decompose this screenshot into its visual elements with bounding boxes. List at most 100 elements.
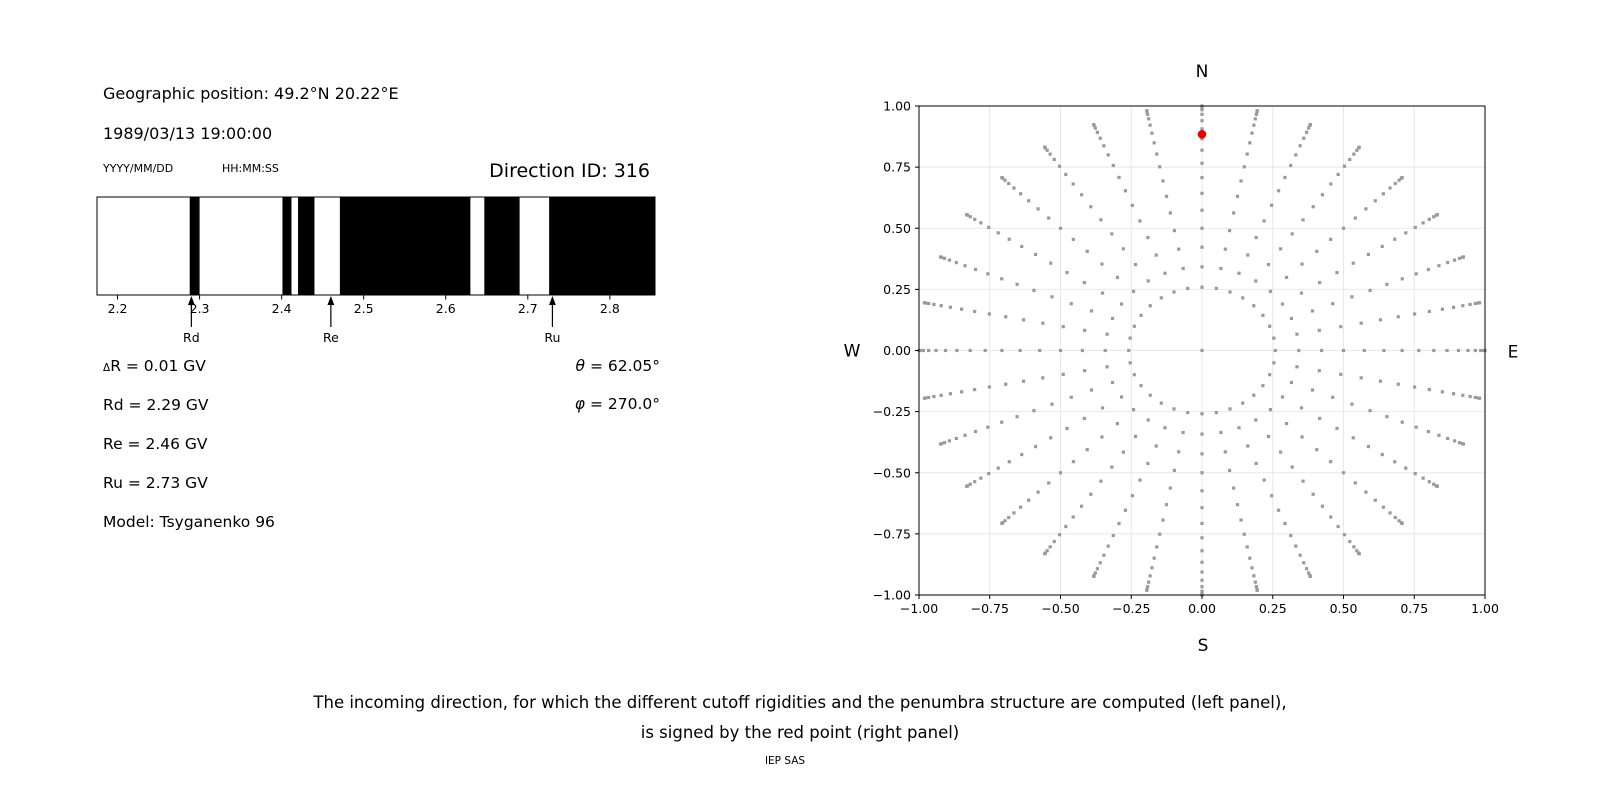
direction-point	[939, 393, 943, 397]
direction-point	[1364, 490, 1368, 494]
direction-point	[1021, 318, 1026, 322]
direction-point	[1089, 492, 1093, 496]
direction-point	[1110, 316, 1115, 321]
direction-point	[1276, 189, 1281, 193]
direction-point	[1280, 302, 1285, 306]
direction-point	[1252, 123, 1256, 127]
direction-point	[1181, 266, 1185, 271]
direction-point	[1085, 448, 1089, 452]
direction-point	[1393, 237, 1397, 241]
selected-direction-red-point	[1197, 130, 1207, 139]
direction-point	[1057, 164, 1062, 168]
direction-point	[1000, 521, 1004, 525]
marker-label: Re	[323, 330, 339, 345]
direction-point	[1352, 152, 1356, 156]
direction-point	[1219, 266, 1223, 271]
direction-point	[1130, 203, 1134, 207]
direction-point	[1336, 524, 1340, 529]
direction-point	[1310, 309, 1315, 313]
direction-point	[1172, 290, 1176, 294]
direction-point	[1111, 533, 1115, 538]
direction-point	[1015, 282, 1019, 286]
direction-plot: −1.00 −0.75 −0.50 −0.25 0.00 0.25 0.50 0.75 1.00…	[844, 62, 1519, 656]
direction-point	[987, 472, 991, 476]
direction-point	[1440, 307, 1444, 311]
direction-point	[1049, 436, 1053, 440]
direction-point	[1032, 409, 1036, 413]
direction-point	[1355, 148, 1359, 152]
direction-point	[1461, 304, 1465, 308]
direction-point	[1158, 165, 1162, 169]
direction-point	[986, 425, 990, 429]
tick-label: 2.4	[272, 301, 292, 316]
tick-label: 0.75	[883, 160, 911, 175]
direction-point	[1004, 315, 1008, 319]
direction-point	[1266, 262, 1271, 267]
direction-point	[1065, 426, 1069, 431]
direction-point	[1228, 228, 1232, 233]
direction-point	[1200, 432, 1204, 436]
direction-point	[1071, 460, 1075, 464]
direction-point	[965, 484, 969, 488]
direction-point	[1181, 430, 1185, 435]
direction-point	[1404, 231, 1408, 235]
direction-point	[1119, 302, 1124, 306]
direction-point	[1200, 549, 1204, 553]
delta-r-text: R = 0.01 GV	[110, 357, 206, 375]
forbidden-band	[189, 197, 200, 295]
direction-point	[1268, 324, 1272, 328]
direction-point	[1421, 221, 1425, 225]
model-label: Model: Tsyganenko 96	[103, 513, 275, 531]
direction-point	[1301, 218, 1305, 222]
direction-point	[1232, 211, 1236, 215]
direction-point	[1388, 186, 1392, 190]
direction-point	[1047, 216, 1051, 220]
direction-point	[1348, 157, 1352, 162]
direction-point	[1473, 348, 1477, 353]
direction-point	[1413, 312, 1417, 316]
direction-point	[1043, 552, 1047, 556]
direction-point	[1248, 556, 1252, 560]
direction-point	[960, 307, 964, 311]
direction-point	[1239, 179, 1243, 183]
compass-east-label: E	[1508, 343, 1519, 363]
tick-label: −0.25	[873, 404, 911, 419]
direction-point	[1200, 191, 1204, 195]
direction-point	[1146, 279, 1150, 283]
direction-point	[1032, 288, 1036, 292]
direction-point	[1155, 545, 1159, 549]
direction-point	[1200, 412, 1204, 416]
direction-point	[1414, 425, 1418, 429]
direction-point	[1058, 348, 1063, 353]
direction-point	[1427, 309, 1431, 314]
direction-point	[1294, 544, 1298, 548]
direction-point	[1295, 332, 1299, 336]
phi-symbol: φ	[574, 395, 586, 413]
direction-point	[1200, 452, 1204, 456]
direction-point	[1352, 545, 1356, 549]
direction-point	[1253, 580, 1257, 584]
direction-point	[1368, 288, 1372, 292]
marker-arrow-head	[549, 296, 556, 305]
direction-point	[1228, 290, 1232, 294]
direction-point	[968, 482, 972, 486]
direction-point	[1373, 199, 1377, 203]
direction-point	[1335, 426, 1339, 431]
compass-north-label: N	[1196, 62, 1209, 82]
direction-point	[1351, 436, 1355, 440]
direction-point	[1446, 260, 1450, 265]
tick-label: −0.75	[971, 601, 1009, 616]
direction-point	[1132, 324, 1136, 328]
direction-point	[1098, 136, 1102, 140]
direction-point	[1235, 503, 1240, 507]
direction-point	[1214, 286, 1218, 291]
direction-point	[1155, 152, 1159, 156]
direction-point	[1355, 549, 1359, 553]
direction-point	[1057, 533, 1062, 537]
direction-point	[1385, 282, 1389, 286]
direction-point	[1012, 511, 1016, 515]
direction-point	[1268, 408, 1273, 412]
direction-point	[1061, 325, 1065, 329]
direction-point	[1461, 442, 1466, 446]
direction-point	[960, 390, 964, 394]
